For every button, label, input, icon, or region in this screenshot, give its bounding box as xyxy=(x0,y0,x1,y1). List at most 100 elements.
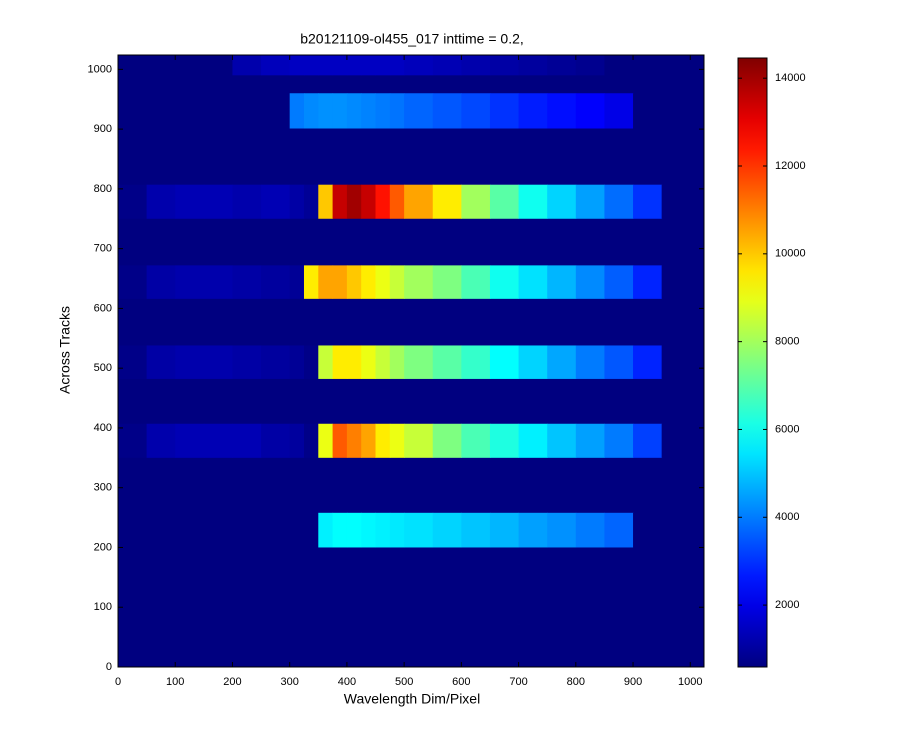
heatmap-cell xyxy=(203,345,233,379)
heatmap-cell xyxy=(318,423,334,458)
colorbar-tick-label: 6000 xyxy=(775,423,799,435)
heatmap-cell xyxy=(461,512,491,548)
heatmap-cell xyxy=(146,265,176,299)
heatmap-cell xyxy=(232,512,262,548)
heatmap-cell xyxy=(575,265,605,299)
heatmap-cell xyxy=(261,265,291,299)
heatmap-cell xyxy=(404,265,434,299)
x-tick-label: 0 xyxy=(115,676,121,688)
heatmap-cell xyxy=(361,55,377,76)
heatmap-cell xyxy=(375,423,391,458)
heatmap-cell xyxy=(361,265,377,299)
heatmap-cell xyxy=(661,93,705,129)
heatmap-cell xyxy=(375,93,391,129)
heatmap-cell xyxy=(175,93,205,129)
heatmap-cell xyxy=(346,93,362,129)
heatmap-cell xyxy=(232,345,262,379)
heatmap-cell xyxy=(661,512,705,548)
heatmap-cell xyxy=(575,345,605,379)
heatmap-cell xyxy=(261,345,291,379)
x-tick-label: 500 xyxy=(395,676,413,688)
heatmap-cell xyxy=(332,265,348,299)
heatmap-cell xyxy=(318,55,334,76)
heatmap-cell xyxy=(432,265,462,299)
y-tick-label: 700 xyxy=(94,243,112,255)
heatmap-cell xyxy=(404,423,434,458)
heatmap-cell xyxy=(146,345,176,379)
y-axis-label: Across Tracks xyxy=(57,306,73,394)
heatmap-cell xyxy=(261,423,291,458)
y-tick-label: 100 xyxy=(94,601,112,613)
heatmap-cell xyxy=(318,93,334,129)
colorbar-tick-label: 10000 xyxy=(775,248,806,260)
y-tick-label: 1000 xyxy=(88,63,112,75)
colorbar-tick-label: 12000 xyxy=(775,160,806,172)
x-tick-label: 600 xyxy=(452,676,470,688)
heatmap-cell xyxy=(261,184,291,219)
heatmap-cell xyxy=(232,265,262,299)
heatmap-cell xyxy=(332,55,348,76)
heatmap-cell xyxy=(303,512,319,548)
colorbar xyxy=(737,57,768,668)
heatmap-cell xyxy=(489,184,520,219)
heatmap-cell xyxy=(489,512,520,548)
heatmap-cell xyxy=(633,423,663,458)
heatmap-cell xyxy=(404,345,434,379)
y-tick-label: 600 xyxy=(94,302,112,314)
heatmap-cell xyxy=(604,423,634,458)
heatmap-cell xyxy=(547,184,577,219)
heatmap-cell xyxy=(489,55,520,76)
heatmap-cell xyxy=(575,184,605,219)
heatmap-cell xyxy=(489,423,520,458)
heatmap-cell xyxy=(575,55,605,76)
y-tick-label: 300 xyxy=(94,482,112,494)
heatmap-cell xyxy=(118,345,148,379)
heatmap-cell xyxy=(518,265,548,299)
heatmap-cell xyxy=(389,345,405,379)
heatmap-cell xyxy=(389,93,405,129)
heatmap-cell xyxy=(389,55,405,76)
heatmap-cell xyxy=(332,184,348,219)
heatmap-cell xyxy=(375,265,391,299)
heatmap-cell xyxy=(289,512,305,548)
heatmap-cell xyxy=(289,423,305,458)
heatmap-cell xyxy=(461,93,491,129)
heatmap-cell xyxy=(518,55,548,76)
heatmap-cell xyxy=(303,345,319,379)
heatmap-cell xyxy=(332,93,348,129)
heatmap-cell xyxy=(289,93,305,129)
heatmap-cell xyxy=(361,423,377,458)
heatmap-cell xyxy=(461,265,491,299)
heatmap-cell xyxy=(389,265,405,299)
heatmap-cell xyxy=(547,423,577,458)
y-tick-label: 400 xyxy=(94,422,112,434)
heatmap-cell xyxy=(175,423,205,458)
heatmap-cell xyxy=(518,345,548,379)
heatmap-cell xyxy=(633,93,663,129)
heatmap-cell xyxy=(404,184,434,219)
heatmap-cell xyxy=(518,423,548,458)
heatmap-cell xyxy=(118,512,148,548)
heatmap-cell xyxy=(203,423,233,458)
heatmap-cell xyxy=(461,345,491,379)
heatmap-cell xyxy=(118,184,148,219)
heatmap-cell xyxy=(146,512,176,548)
heatmap-cell xyxy=(633,55,663,76)
heatmap-cell xyxy=(346,512,362,548)
heatmap-cell xyxy=(604,345,634,379)
heatmap-cell xyxy=(461,423,491,458)
colorbar-tick-label: 14000 xyxy=(775,72,806,84)
heatmap-cell xyxy=(318,184,334,219)
x-tick-label: 700 xyxy=(509,676,527,688)
heatmap-cell xyxy=(346,345,362,379)
heatmap-cell xyxy=(232,423,262,458)
x-axis-label: Wavelength Dim/Pixel xyxy=(344,691,480,707)
heatmap-cell xyxy=(261,93,291,129)
heatmap-cell xyxy=(289,265,305,299)
heatmap-cell xyxy=(303,93,319,129)
heatmap-cell xyxy=(361,184,377,219)
heatmap-cell xyxy=(432,93,462,129)
heatmap-cell xyxy=(118,265,148,299)
heatmap-cell xyxy=(404,93,434,129)
